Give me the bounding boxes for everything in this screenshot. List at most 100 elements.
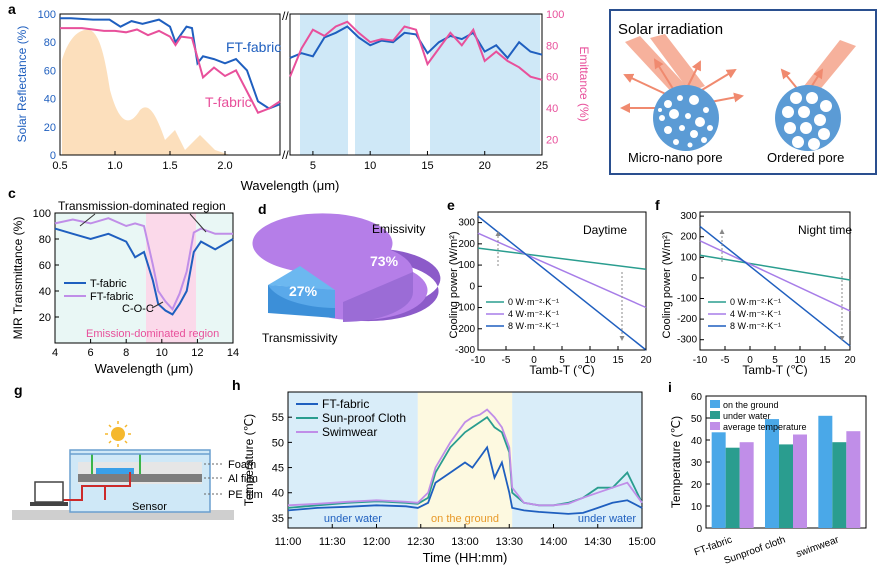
- c-emission-region-bg: [146, 213, 196, 343]
- panel-a-lines: [60, 17, 543, 114]
- h-legend-label: Sun-proof Cloth: [322, 411, 406, 425]
- a-xtick-label: 0.5: [52, 160, 67, 172]
- a-xtick-label: 5: [310, 160, 316, 172]
- transmission-pointer: [189, 213, 207, 233]
- e-xtick-label: 15: [612, 355, 624, 366]
- i-bar-sunproof-cloth-1: [779, 444, 793, 528]
- panel-label-h: h: [232, 377, 241, 393]
- pie-label-emissivity: 73%: [370, 253, 399, 269]
- panel-a-solar-spectrum: [62, 29, 230, 155]
- label-micro-nano-pore: Micro-nano pore: [628, 150, 723, 165]
- c-series-line-ft-fabric: [54, 217, 233, 311]
- i-legend-label: under water: [723, 411, 771, 421]
- a-ytick-right-label: 80: [546, 40, 558, 52]
- panel-label-e: e: [447, 197, 455, 213]
- h-ytick-label: 35: [272, 513, 284, 525]
- h-xtick-label: 11:30: [319, 536, 346, 548]
- i-ytick-label: 30: [691, 458, 703, 469]
- panel-h-ticks: 11:00 11:30 12:00 12:30 13:00 13:30 14:00 14:30…: [272, 412, 656, 548]
- h-region-label: on the ground: [431, 513, 499, 525]
- h-region-label: under water: [324, 513, 382, 525]
- sun-rays: [105, 421, 131, 447]
- panel-a: // // 0.5 1.0 1.5 2.0 5 10 15 20 25 0 20 40 60 80 100 2…: [15, 9, 591, 193]
- panel-f: -10 -5 0 5 10 15 20 -300 -200 -100 0 100 200 300 0 W·…: [661, 211, 856, 377]
- solar-spectrum-area: [62, 29, 230, 155]
- sensor-wire: [62, 472, 131, 501]
- panel-a-ticks: 0.5 1.0 1.5 2.0 5 10 15 20 25 0 20 40 60 80 100 20 40 60 8…: [38, 9, 565, 172]
- f-ytick-label: 0: [691, 273, 697, 284]
- sun-icon: [111, 427, 125, 441]
- f-legend-label: 8 W·m⁻²·K⁻¹: [730, 321, 781, 331]
- panel-e-legend: 0 W·m⁻²·K⁻¹ 4 W·m⁻²·K⁻¹ 8 W·m⁻²·K⁻¹: [486, 297, 559, 331]
- a-ytick-right-label: 100: [546, 9, 564, 21]
- a-series-line-ft-fabric: [60, 17, 281, 110]
- e-legend-label: 0 W·m⁻²·K⁻¹: [508, 297, 559, 307]
- c-legend-label: T-fabric: [90, 278, 127, 290]
- c-annotation-coc: C-O-C: [122, 303, 154, 315]
- panel-c-lines: [54, 217, 234, 316]
- panel-e: -10 -5 0 5 10 15 20 -300 -200 -100 0 100 200 300 0 W·…: [448, 211, 652, 377]
- panel-e-ticks: -10 -5 0 5 10 15 20 -300 -200 -100 0 100 200 300: [455, 218, 652, 366]
- f-title: Night time: [798, 223, 852, 237]
- panel-f-lines: [699, 225, 851, 347]
- e-ytick-label: 100: [458, 260, 475, 271]
- c-annotation-transmission: Transmission-dominated region: [58, 199, 226, 213]
- i-legend-label: average temperature: [723, 422, 807, 432]
- pie-emissivity-top: [252, 213, 393, 306]
- i-bar-ft-fabric-2: [739, 442, 754, 528]
- a-xtick-label: 1.0: [107, 160, 122, 172]
- label-ordered-pore: Ordered pore: [767, 150, 844, 165]
- label-al-film: Al film: [228, 473, 258, 485]
- panel-a-right-frame: [289, 13, 543, 156]
- e-series-line-2: [477, 215, 647, 351]
- e-title: Daytime: [583, 223, 627, 237]
- label-sensor: Sensor: [132, 501, 167, 513]
- c-ytick-label: 80: [39, 234, 51, 246]
- e-legend-label: 8 W·m⁻²·K⁻¹: [508, 321, 559, 331]
- h-xtick-label: 11:00: [275, 536, 302, 548]
- e-ytick-label: 300: [458, 218, 475, 229]
- f-ytick-label: 100: [680, 252, 697, 263]
- i-ylabel: Temperature (℃): [669, 416, 683, 508]
- e-xtick-label: 0: [531, 355, 537, 366]
- h-region-bg: [512, 392, 642, 528]
- f-ytick-label: -200: [677, 314, 697, 325]
- ordered-pores: [782, 92, 832, 150]
- panel-b: Solar irradiation Micro-nano pore: [609, 9, 877, 175]
- laptop-base: [30, 502, 68, 506]
- f-ylabel: Cooling power (W/m²): [661, 232, 673, 339]
- c-legend-label: FT-fabric: [90, 291, 134, 303]
- h-xlabel: Time (HH:mm): [423, 550, 508, 565]
- panel-label-c: c: [8, 185, 16, 201]
- pie-name-emissivity: Emissivity: [372, 222, 425, 236]
- panel-c-ticks: 4 6 8 10 12 14 20 40 60 80 100: [33, 208, 239, 359]
- axis-break: //: [282, 148, 289, 162]
- e-ytick-label: -100: [455, 303, 475, 314]
- pie-emissivity-rim: [343, 272, 413, 322]
- c-xtick-label: 12: [191, 347, 203, 359]
- h-ytick-label: 40: [272, 488, 284, 500]
- c-xtick-label: 10: [156, 347, 168, 359]
- scatter-arrow: [653, 58, 676, 93]
- c-annotation-emission: Emission-dominated region: [86, 328, 219, 340]
- c-ytick-label: 20: [39, 312, 51, 324]
- a-ytick-left-label: 80: [44, 37, 56, 49]
- i-ytick-label: 60: [691, 392, 703, 403]
- c-ylabel: MIR Transmittance (%): [11, 217, 25, 340]
- e-xlabel: Tamb-T (℃): [529, 363, 594, 377]
- i-category-label: swimwear: [795, 534, 841, 560]
- a-ytick-left-label: 20: [44, 122, 56, 134]
- h-xtick-label: 13:30: [495, 536, 523, 548]
- i-category-label: Sunproof cloth: [723, 534, 787, 566]
- coc-pointer: [151, 301, 164, 309]
- pie-name-transmissivity: Transmissivity: [262, 331, 338, 345]
- a-ytick-left-label: 40: [44, 94, 56, 106]
- panel-label-f: f: [655, 197, 660, 213]
- label-ft-fabric: FT-fabric: [226, 39, 281, 55]
- c-xlabel: Wavelength (μm): [95, 361, 194, 376]
- f-xtick-label: 5: [772, 355, 778, 366]
- i-bar-ft-fabric-0: [711, 432, 726, 528]
